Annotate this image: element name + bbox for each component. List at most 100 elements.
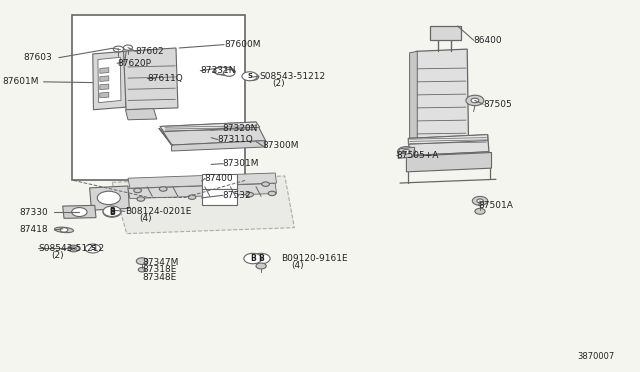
- Circle shape: [223, 184, 231, 188]
- Polygon shape: [160, 122, 266, 145]
- Circle shape: [60, 228, 68, 232]
- Text: 87320N: 87320N: [223, 124, 258, 133]
- Text: 87601M: 87601M: [2, 77, 38, 86]
- Text: B09120-9161E: B09120-9161E: [282, 254, 348, 263]
- Circle shape: [472, 196, 488, 205]
- Polygon shape: [408, 135, 489, 155]
- Text: (2): (2): [272, 79, 285, 88]
- Circle shape: [262, 182, 269, 186]
- Text: (4): (4): [291, 262, 304, 270]
- Circle shape: [137, 197, 145, 201]
- Circle shape: [134, 188, 141, 193]
- Text: (2): (2): [51, 251, 64, 260]
- Polygon shape: [90, 186, 129, 210]
- Circle shape: [136, 258, 148, 264]
- Circle shape: [103, 207, 121, 217]
- Text: 87301M: 87301M: [223, 159, 259, 168]
- Text: B: B: [259, 254, 264, 263]
- Polygon shape: [159, 128, 173, 146]
- Circle shape: [85, 244, 100, 253]
- Polygon shape: [100, 84, 109, 90]
- Polygon shape: [398, 147, 415, 158]
- Polygon shape: [410, 152, 489, 163]
- Polygon shape: [93, 51, 126, 110]
- Circle shape: [250, 75, 256, 79]
- Text: 87505+A: 87505+A: [397, 151, 439, 160]
- Polygon shape: [128, 173, 276, 188]
- Text: 87330: 87330: [19, 208, 48, 217]
- Polygon shape: [124, 48, 178, 110]
- Circle shape: [68, 245, 79, 252]
- Text: 3870007: 3870007: [577, 352, 614, 361]
- Circle shape: [471, 98, 479, 103]
- Circle shape: [268, 191, 276, 196]
- Circle shape: [242, 72, 257, 81]
- Circle shape: [223, 70, 235, 76]
- Circle shape: [72, 208, 87, 217]
- Text: 87347M: 87347M: [142, 258, 179, 267]
- Text: 87602: 87602: [136, 47, 164, 56]
- Text: 87501A: 87501A: [479, 201, 513, 210]
- Text: 87400: 87400: [205, 174, 234, 183]
- Text: 87318E: 87318E: [142, 265, 177, 274]
- Bar: [202, 174, 237, 189]
- Text: 87331N: 87331N: [200, 66, 236, 75]
- Circle shape: [466, 95, 484, 106]
- Text: 87611Q: 87611Q: [147, 74, 183, 83]
- Polygon shape: [112, 176, 294, 234]
- Polygon shape: [406, 153, 492, 172]
- Text: B: B: [109, 207, 115, 216]
- Circle shape: [214, 67, 227, 74]
- Text: 87603: 87603: [24, 53, 52, 62]
- Bar: [202, 189, 237, 205]
- Polygon shape: [100, 68, 109, 73]
- Text: B: B: [109, 208, 115, 217]
- Polygon shape: [125, 109, 157, 120]
- Text: S08543-51212: S08543-51212: [259, 72, 325, 81]
- Bar: [72, 15, 245, 180]
- Polygon shape: [430, 26, 461, 40]
- Circle shape: [244, 253, 262, 264]
- Circle shape: [103, 206, 121, 217]
- Circle shape: [97, 191, 120, 205]
- Circle shape: [247, 74, 259, 80]
- Circle shape: [475, 208, 485, 214]
- Polygon shape: [100, 92, 109, 98]
- Circle shape: [397, 147, 415, 157]
- Polygon shape: [100, 76, 109, 81]
- Circle shape: [477, 199, 483, 203]
- Text: S08543-51212: S08543-51212: [38, 244, 104, 253]
- Text: 87348E: 87348E: [142, 273, 177, 282]
- Text: 87505: 87505: [483, 100, 512, 109]
- Text: B: B: [250, 254, 255, 263]
- Polygon shape: [212, 67, 236, 76]
- Text: 86400: 86400: [474, 36, 502, 45]
- Text: S: S: [90, 246, 95, 251]
- Circle shape: [256, 263, 266, 269]
- Text: 87620P: 87620P: [117, 59, 151, 68]
- Polygon shape: [416, 49, 468, 141]
- Circle shape: [138, 267, 146, 272]
- Polygon shape: [410, 51, 417, 142]
- Polygon shape: [63, 205, 96, 218]
- Text: 87311Q: 87311Q: [218, 135, 253, 144]
- Circle shape: [403, 150, 410, 154]
- Polygon shape: [172, 141, 266, 151]
- Polygon shape: [408, 135, 488, 144]
- Polygon shape: [160, 122, 260, 132]
- Ellipse shape: [54, 227, 74, 232]
- Text: S: S: [247, 73, 252, 79]
- Text: 87300M: 87300M: [262, 141, 299, 150]
- Text: 87600M: 87600M: [224, 40, 260, 49]
- Circle shape: [188, 195, 196, 199]
- Circle shape: [71, 247, 76, 250]
- Polygon shape: [128, 183, 276, 199]
- Circle shape: [159, 187, 167, 191]
- Text: 87418: 87418: [19, 225, 48, 234]
- Text: (4): (4): [140, 214, 152, 223]
- Polygon shape: [98, 57, 121, 103]
- Text: 87532: 87532: [223, 191, 252, 200]
- Circle shape: [252, 253, 270, 264]
- Circle shape: [246, 192, 253, 197]
- Text: B08124-0201E: B08124-0201E: [125, 207, 191, 216]
